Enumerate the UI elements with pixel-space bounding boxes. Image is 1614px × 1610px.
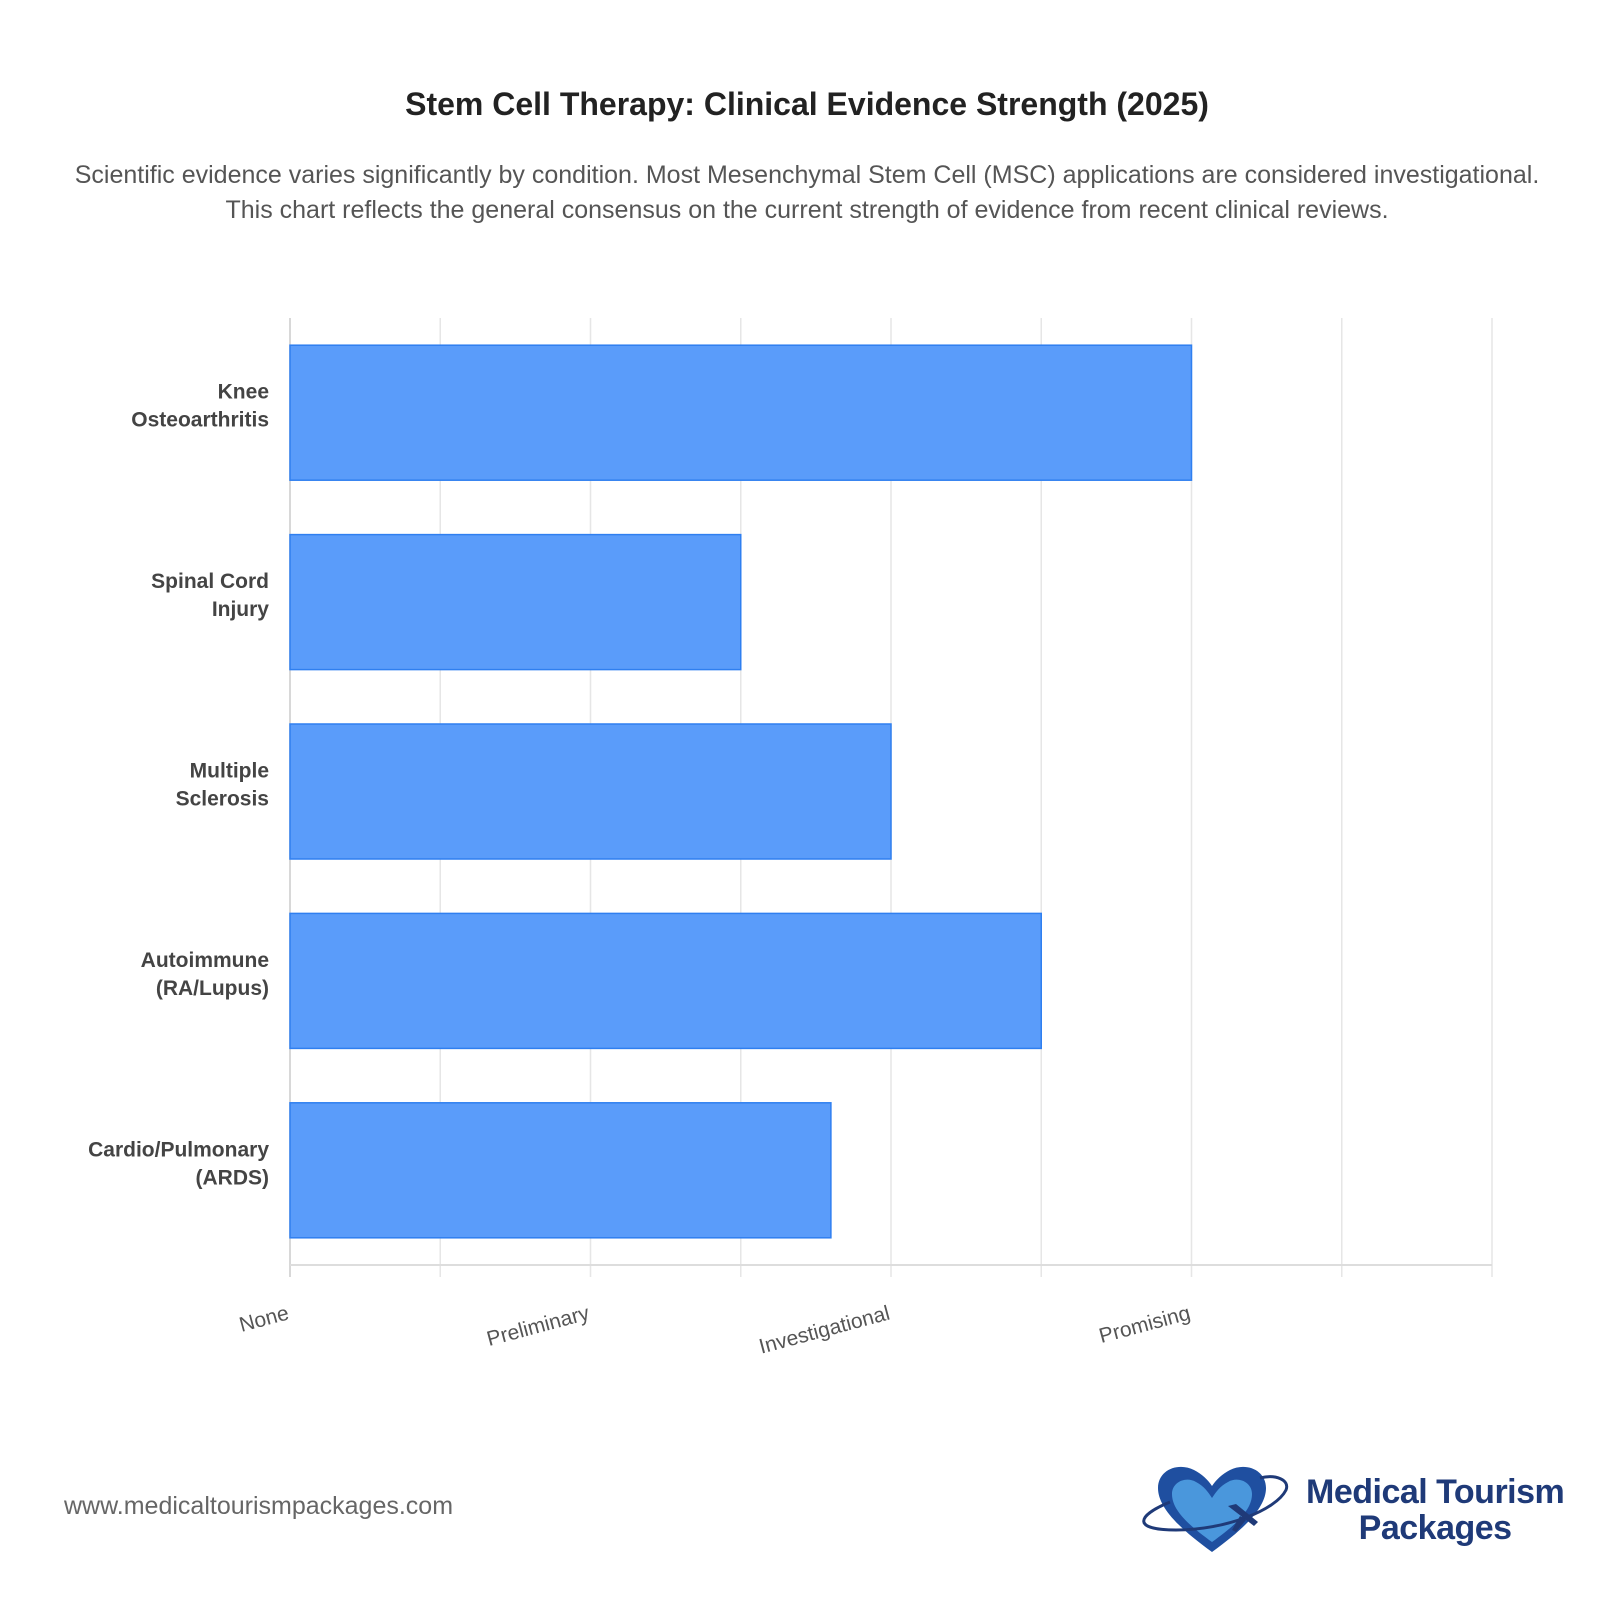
bar <box>289 1102 832 1239</box>
brand-logo: Medical Tourism Packages <box>1136 1460 1576 1560</box>
category-label-line: Spinal Cord <box>151 570 269 593</box>
x-tick-label: Promising <box>1097 1302 1193 1348</box>
x-tick-label: Preliminary <box>484 1301 592 1351</box>
bar <box>289 912 1042 1050</box>
logo-text-line2: Packages <box>1358 1509 1512 1547</box>
category-label-line: (ARDS) <box>196 1166 270 1189</box>
heart-plane-logo-icon <box>1142 1466 1289 1552</box>
logo-text: Medical Tourism Packages <box>1306 1473 1565 1547</box>
chart-title: Stem Cell Therapy: Clinical Evidence Str… <box>405 86 1209 122</box>
bar <box>289 723 892 860</box>
category-label: Knee Osteoarthritis <box>131 381 269 432</box>
category-label: Multiple Sclerosis <box>176 760 269 811</box>
category-label: Cardio/Pulmonary (ARDS) <box>88 1138 269 1189</box>
category-label: Autoimmune (RA/Lupus) <box>141 949 269 1000</box>
bar-chart: Knee Osteoarthritis Spinal Cord Injury Multi… <box>88 318 1493 1359</box>
logo-text-line1: Medical Tourism <box>1306 1473 1565 1511</box>
category-label-line: Multiple <box>190 760 269 783</box>
x-tick-label: Investigational <box>757 1302 893 1359</box>
category-label-line: Sclerosis <box>176 788 269 811</box>
category-label-line: Cardio/Pulmonary <box>88 1138 269 1161</box>
category-label-line: Osteoarthritis <box>131 409 269 432</box>
x-tick-label: None <box>237 1302 291 1337</box>
category-label: Spinal Cord Injury <box>151 570 269 621</box>
footer-url[interactable]: www.medicaltourismpackages.com <box>64 1492 454 1520</box>
category-label-line: Injury <box>212 598 269 621</box>
category-label-line: (RA/Lupus) <box>156 977 269 1000</box>
category-label-line: Autoimmune <box>141 949 269 972</box>
category-label-line: Knee <box>218 381 269 404</box>
chart-subtitle: Scientific evidence varies significantly… <box>74 161 1540 224</box>
bar <box>289 344 1193 481</box>
bar <box>289 533 742 671</box>
